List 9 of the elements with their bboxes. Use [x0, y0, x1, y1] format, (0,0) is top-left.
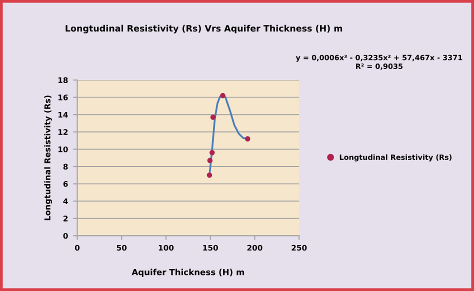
- point: [209, 150, 215, 156]
- point: [210, 114, 216, 120]
- y-axis-title: Longtudinal Resistivity (Rs): [44, 96, 52, 220]
- x-axis-title: Aquifer Thickness (H) m: [132, 268, 244, 277]
- point: [244, 136, 250, 142]
- point: [220, 92, 226, 98]
- point: [206, 172, 212, 178]
- point: [207, 158, 213, 164]
- chart-title: Longtudinal Resistivity (Rs) Vrs Aquifer Thickness (H) m: [66, 24, 342, 34]
